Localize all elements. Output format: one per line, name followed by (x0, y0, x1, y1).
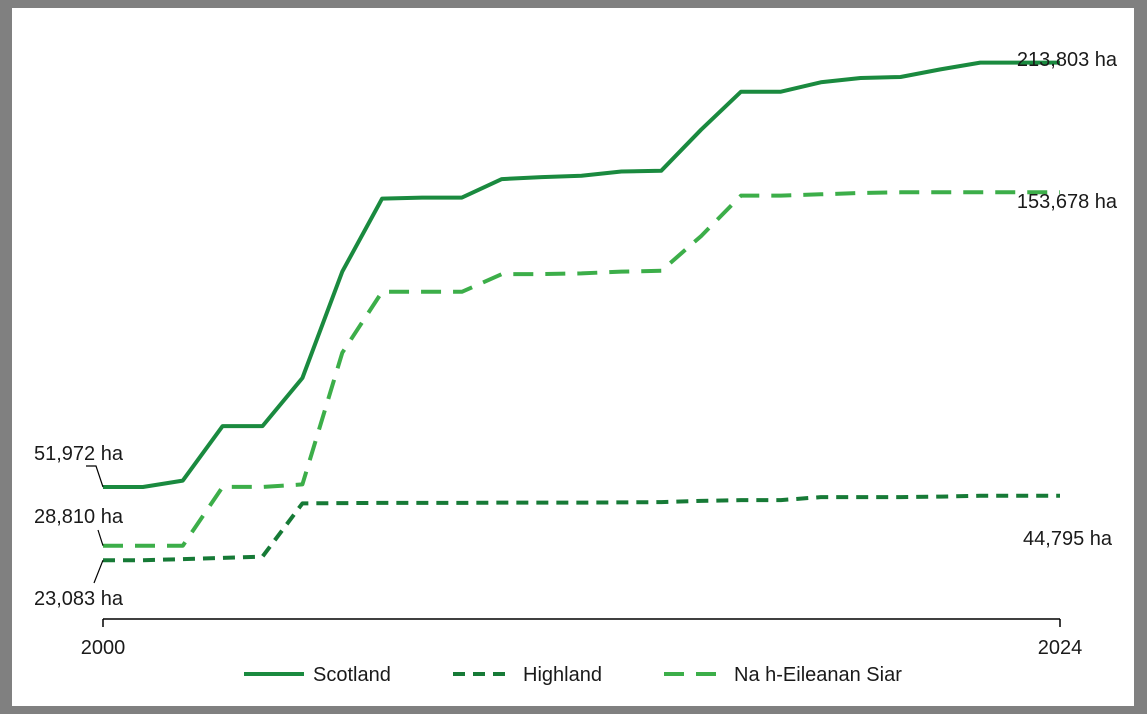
series-scotland-line (103, 60, 1060, 489)
series-layer (103, 60, 1060, 563)
legend-na-h-eileanan-siar-label: Na h-Eileanan Siar (734, 664, 902, 686)
legend: Scotland Highland Na h-Eileanan Siar (244, 664, 902, 686)
legend-scotland: Scotland (244, 664, 391, 686)
scotland-leader-line (86, 465, 104, 488)
scotland-end-label: 213,803 ha (1017, 49, 1118, 71)
na-h-eileanan-siar-start-label: 28,810 ha (34, 506, 124, 528)
legend-highland: Highland (453, 664, 602, 686)
x-tick-label-end: 2024 (1038, 637, 1083, 659)
x-axis: 2000 2024 (81, 618, 1083, 659)
legend-highland-label: Highland (523, 664, 602, 686)
legend-na-h-eileanan-siar: Na h-Eileanan Siar (664, 664, 902, 686)
x-tick-label-start: 2000 (81, 637, 126, 659)
highland-end-label: 44,795 ha (1023, 528, 1113, 550)
series-highland-line (103, 493, 1060, 563)
scotland-start-label: 51,972 ha (34, 443, 124, 465)
series-na-h-eileanan-siar-line (103, 190, 1060, 548)
line-chart: 2000 2024 213,803 ha 153,678 ha 44,795 ha 51… (34, 49, 1118, 686)
na-h-eileanan-siar-leader-line (97, 529, 104, 546)
chart-panel: 2000 2024 213,803 ha 153,678 ha 44,795 ha 51… (12, 8, 1134, 706)
highland-start-label: 23,083 ha (34, 588, 124, 610)
data-labels: 213,803 ha 153,678 ha 44,795 ha 51,972 ha 28… (34, 49, 1118, 610)
legend-scotland-label: Scotland (313, 664, 391, 686)
na-h-eileanan-siar-end-label: 153,678 ha (1017, 191, 1118, 213)
highland-leader-line (93, 559, 104, 584)
